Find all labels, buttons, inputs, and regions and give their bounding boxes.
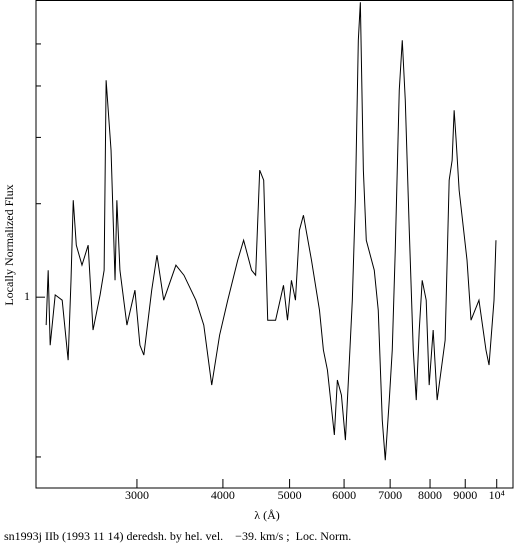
x-axis-label: λ (Å) [254,508,279,522]
y-tick-label: 1 [24,289,30,303]
x-tick-label: 10⁴ [489,488,505,502]
x-tick-label: 7000 [378,488,402,502]
spectrum-line [45,2,497,461]
x-tick-label: 9000 [453,488,477,502]
caption: sn1993j IIb (1993 11 14) deredsh. by hel… [4,529,351,543]
x-tick-label: 4000 [211,488,235,502]
x-tick-label: 5000 [278,488,302,502]
x-tick-label: 8000 [418,488,442,502]
y-axis-label: Locally Normalized Flux [2,184,16,305]
x-tick-label: 6000 [332,488,356,502]
x-tick-label: 3000 [125,488,149,502]
plot-frame [35,0,514,489]
